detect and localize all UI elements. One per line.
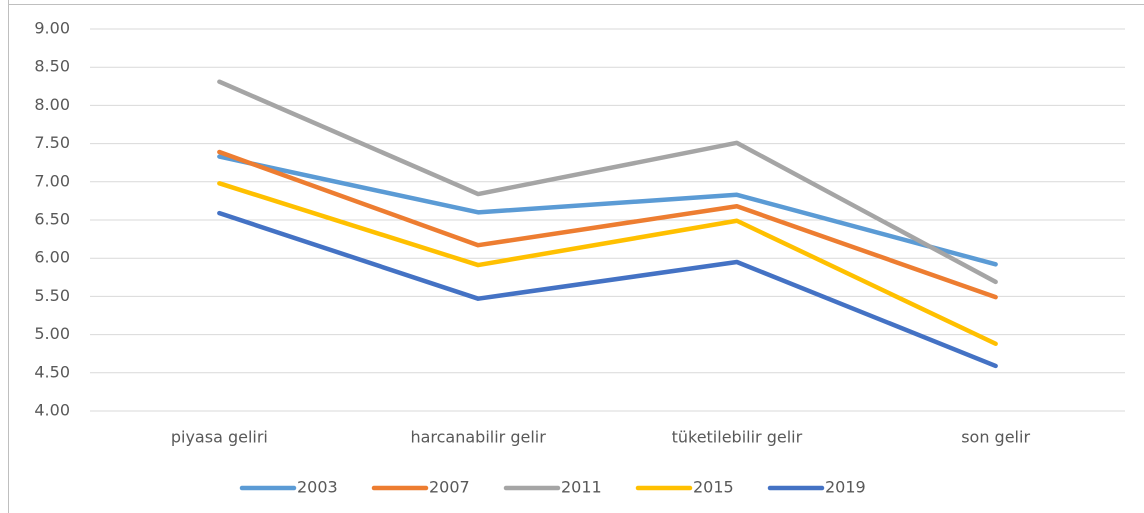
legend-label: 2003 [297, 478, 338, 497]
legend-label: 2019 [825, 478, 866, 497]
y-tick-label: 5.50 [34, 286, 70, 305]
legend-label: 2011 [561, 478, 602, 497]
data-line [217, 79, 998, 285]
y-tick-label: 8.00 [34, 95, 70, 114]
data-line [217, 154, 998, 267]
legend-label: 2007 [429, 478, 470, 497]
y-tick-label: 6.00 [34, 248, 70, 267]
x-tick-label: harcanabilir gelir [410, 428, 546, 447]
y-tick-label: 7.00 [34, 171, 70, 190]
y-tick-label: 8.50 [34, 57, 70, 76]
x-tick-label: son gelir [961, 428, 1030, 447]
y-tick-label: 7.50 [34, 133, 70, 152]
x-tick-label: tüketilebilir gelir [672, 428, 803, 447]
data-line [217, 181, 998, 347]
data-line [217, 210, 998, 369]
y-tick-label: 9.00 [34, 19, 70, 38]
y-tick-label: 4.00 [34, 401, 70, 420]
y-tick-label: 6.50 [34, 210, 70, 229]
y-tick-label: 4.50 [34, 362, 70, 381]
x-tick-label: piyasa geliri [171, 428, 268, 447]
data-line [217, 149, 998, 300]
y-tick-label: 5.00 [34, 324, 70, 343]
legend-label: 2015 [693, 478, 734, 497]
